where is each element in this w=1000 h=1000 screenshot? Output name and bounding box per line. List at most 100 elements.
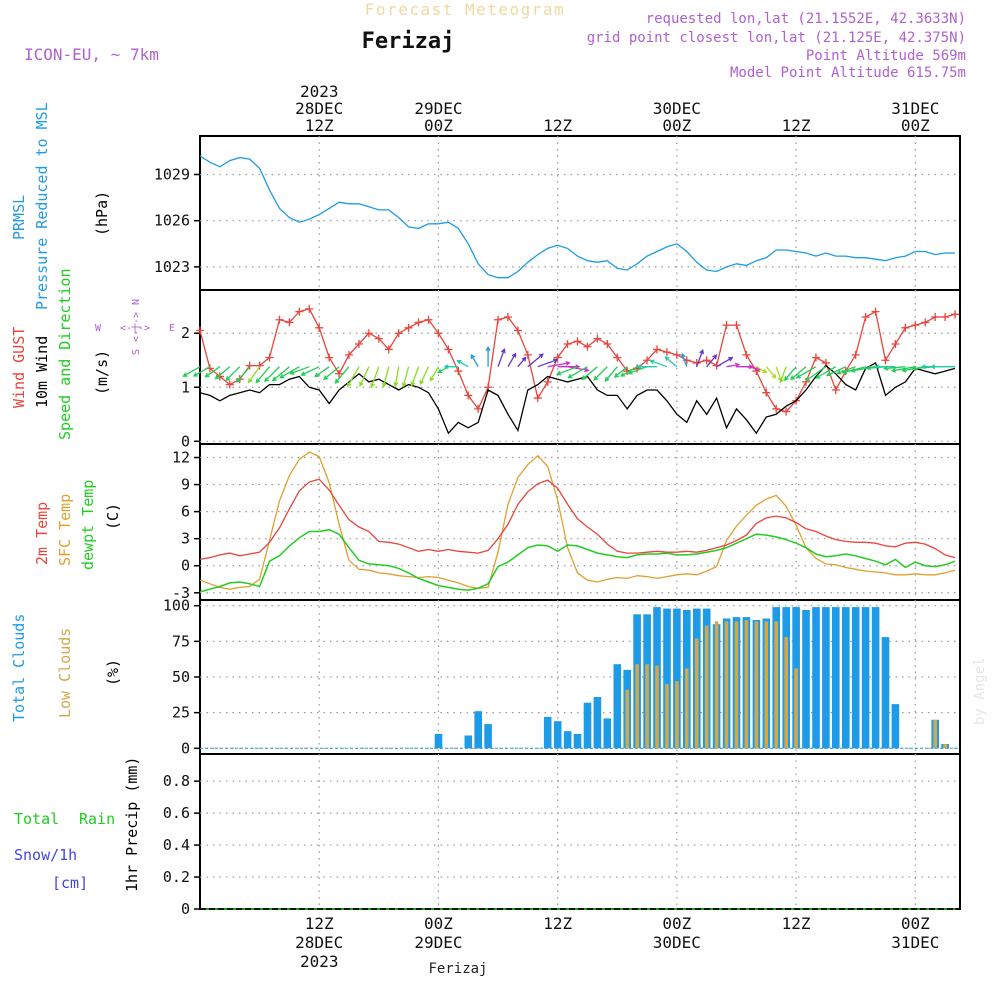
gust-marker [503,313,512,322]
y-tick-label: 2 [181,324,190,342]
gust-marker [275,315,284,324]
x-tick-label-bottom: 00Z [662,914,691,933]
gust-marker [881,356,890,365]
grid-lines [200,136,960,910]
x-tick-label-bottom: 29DEC [414,933,462,952]
panel-frames [199,135,961,910]
wind-direction-arrow [716,357,734,368]
gust-marker [494,315,503,324]
wind-direction-arrow [841,366,866,375]
gust-marker [464,391,473,400]
y-tick-label: 1 [181,378,190,396]
x-tick-label-bottom: 12Z [543,914,572,933]
wind-direction-arrow [556,366,578,376]
gust-marker [523,350,532,359]
x-tick-label-top: 12Z [782,116,811,135]
snow-unit-label: [cm] [52,874,88,892]
wind-direction-arrow [182,366,201,377]
total-cloud-bar [593,697,602,749]
gust-marker [255,361,264,370]
gust-marker [911,321,920,330]
low-cloud-bar [943,744,947,749]
y-tick-label: 0 [181,432,190,450]
temp-unit-label: (C) [104,503,122,530]
panel-frame-pressure [199,135,961,291]
x-tick-label-top: 12Z [305,116,334,135]
pressure-series [199,155,955,279]
wind-direction-arrow [795,366,817,379]
grid-point-coords: grid point closest lon,lat (21.125E, 42.… [587,30,966,46]
total-cloud-bar [861,607,870,749]
y-tick-label: 0.8 [163,772,190,790]
total-cloud-bar [464,735,473,749]
total-cloud-bar [474,711,482,749]
wind-direction-arrow [805,366,827,382]
low-cloud-bar [685,668,689,749]
wind-direction-arrow [779,366,787,384]
low-cloud-bar [734,621,739,749]
wind-direction-arrow [696,349,704,367]
total-cloud-bar [613,664,622,749]
wind-direction-arrow [627,366,648,375]
gust-marker [543,377,552,386]
wind-series [182,304,960,435]
total-clouds-label: Total Clouds [10,614,28,722]
gust-marker [593,334,602,343]
compass-south: S [131,349,142,355]
x-tick-label-bottom: 00Z [424,914,453,933]
point-altitude: Point Altitude 569m [806,48,966,64]
total-cloud-bar [663,608,671,749]
wind-direction-arrow [567,366,588,379]
gust-marker [762,388,771,397]
gust-marker [444,345,453,354]
wind-direction-arrow [680,352,688,367]
gust-marker [901,323,910,332]
panel-frame-wind [199,289,961,445]
low-cloud-bar [724,621,729,749]
sfc-temp-line [199,451,956,590]
gust-marker [295,307,304,316]
wind-direction-arrow [247,366,261,384]
gust-marker [652,345,661,354]
y-tick-label: 6 [181,503,190,521]
y-tick-label: 0.4 [163,836,190,854]
x-tick-label-bottom: 28DEC [295,933,343,952]
total-cloud-bar [484,724,492,749]
compass-arrows-h: <-|-> [120,323,150,334]
total-cloud-bar [583,702,592,749]
wind-direction-arrow [456,359,469,368]
pressure-line [199,155,955,279]
model-altitude: Model Point Altitude 615.75m [730,65,966,81]
y-tick-label: 1026 [154,212,190,230]
low-cloud-bar [714,621,719,749]
gust-line [199,308,956,413]
y-tick-label: 1023 [154,258,190,276]
temp-2m-label: 2m Temp [33,502,51,565]
y-tick-label: 12 [172,449,190,467]
total-cloud-bar [871,607,880,749]
y-tick-label: 0.2 [163,868,190,886]
low-cloud-bar [764,621,769,749]
compass-west: W [95,323,102,334]
x-tick-label-bottom: 12Z [782,914,811,933]
requested-coords: requested lon,lat (21.1552E, 42.3633N) [646,11,966,27]
x-tick-label-top: 00Z [901,116,930,135]
gust-marker [861,313,870,322]
x-tick-label-top: 12Z [543,116,572,135]
wind-direction-arrow [204,366,221,378]
wind-direction-arrow [192,366,211,377]
y-tick-labels: 102310261029012-3036912025507510000.20.4… [154,166,200,918]
wind-direction-arrow [790,366,807,381]
gust-marker [921,318,930,327]
wind-direction-arrow [370,366,380,389]
wind-direction-arrow [419,366,430,386]
gust-marker [831,385,840,394]
compass-north: N [131,299,142,305]
gust-marker [613,353,622,362]
x-tick-label-bottom: 00Z [901,914,930,933]
total-label: Total [14,810,59,828]
wind-direction-arrow [836,366,856,375]
x-tick-label-top: 31DEC [891,99,939,118]
gust-marker [305,304,314,313]
